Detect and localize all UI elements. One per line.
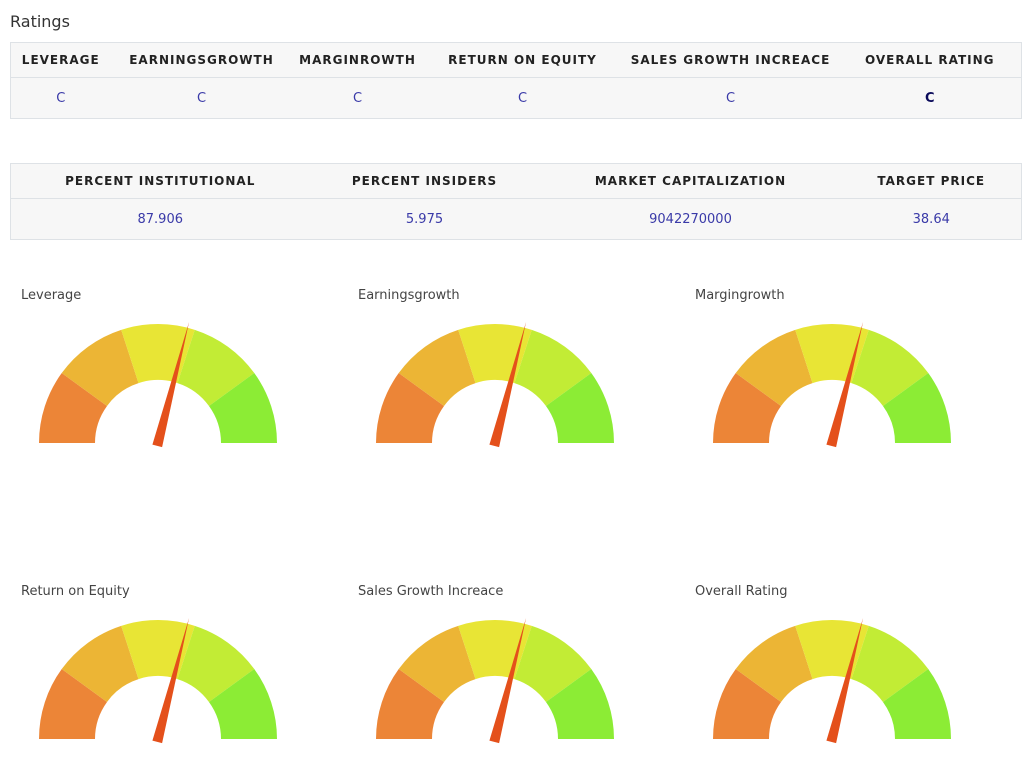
gauge-earningsgrowth: Earningsgrowth bbox=[347, 288, 647, 488]
gauge-label: Sales Growth Increace bbox=[358, 584, 504, 599]
gauge-segment bbox=[39, 669, 108, 739]
gauge-segment bbox=[177, 625, 255, 702]
gauge-dial bbox=[713, 617, 951, 744]
gauge-needle bbox=[489, 321, 527, 448]
gauge-segment bbox=[851, 329, 929, 406]
header-earningsgrowth: EARNINGSGROWTH bbox=[110, 42, 293, 78]
ratings-table: LEVERAGE EARNINGSGROWTH MARGINROWTH RETU… bbox=[10, 42, 1022, 119]
gauge-segment bbox=[398, 625, 476, 702]
gauge-sales-growth-increace: Sales Growth Increace bbox=[347, 584, 647, 784]
value-leverage: C bbox=[10, 77, 111, 119]
gauge-segment bbox=[208, 669, 277, 739]
gauge-segment bbox=[545, 373, 614, 443]
gauge-label: Leverage bbox=[21, 288, 82, 303]
stats-table: PERCENT INSTITUTIONAL PERCENT INSIDERS M… bbox=[10, 163, 1022, 240]
gauge-needle bbox=[152, 321, 190, 448]
gauge-label: Margingrowth bbox=[695, 288, 785, 303]
gauge-segment bbox=[39, 373, 108, 443]
gauge-segment bbox=[208, 373, 277, 443]
page-title: Ratings bbox=[10, 12, 70, 31]
header-return-on-equity: RETURN ON EQUITY bbox=[422, 42, 623, 78]
gauge-segment bbox=[514, 625, 592, 702]
gauge-label: Earningsgrowth bbox=[358, 288, 460, 303]
gauge-segment bbox=[713, 373, 782, 443]
value-return-on-equity: C bbox=[422, 77, 623, 119]
gauge-segment bbox=[376, 669, 445, 739]
value-target-price: 38.64 bbox=[841, 198, 1022, 240]
value-percent-institutional: 87.906 bbox=[10, 198, 310, 240]
gauge-segment bbox=[713, 669, 782, 739]
gauge-dial bbox=[39, 321, 277, 448]
header-sales-growth: SALES GROWTH INCREACE bbox=[622, 42, 839, 78]
gauge-segment bbox=[376, 373, 445, 443]
gauge-overall-rating: Overall Rating bbox=[684, 584, 984, 784]
gauge-needle bbox=[152, 617, 190, 744]
header-percent-institutional: PERCENT INSTITUTIONAL bbox=[10, 163, 310, 199]
gauge-dial bbox=[39, 617, 277, 744]
gauge-segment bbox=[882, 669, 951, 739]
gauge-segment bbox=[882, 373, 951, 443]
header-percent-insiders: PERCENT INSIDERS bbox=[309, 163, 540, 199]
gauge-dial bbox=[376, 617, 614, 744]
header-marginrowth: MARGINROWTH bbox=[292, 42, 423, 78]
gauge-segment bbox=[177, 329, 255, 406]
gauge-label: Overall Rating bbox=[695, 584, 788, 599]
header-market-capitalization: MARKET CAPITALIZATION bbox=[539, 163, 842, 199]
value-marginrowth: C bbox=[292, 77, 423, 119]
gauge-segment bbox=[735, 625, 813, 702]
ratings-value-row: C C C C C C bbox=[10, 77, 1022, 119]
stats-header-row: PERCENT INSTITUTIONAL PERCENT INSIDERS M… bbox=[10, 163, 1022, 199]
ratings-header-row: LEVERAGE EARNINGSGROWTH MARGINROWTH RETU… bbox=[10, 42, 1022, 78]
gauge-margingrowth: Margingrowth bbox=[684, 288, 984, 488]
value-sales-growth: C bbox=[622, 77, 839, 119]
header-overall-rating: OVERALL RATING bbox=[838, 42, 1022, 78]
gauge-dial bbox=[376, 321, 614, 448]
stats-value-row: 87.906 5.975 9042270000 38.64 bbox=[10, 198, 1022, 240]
value-earningsgrowth: C bbox=[110, 77, 293, 119]
gauge-leverage: Leverage bbox=[10, 288, 310, 488]
header-leverage: LEVERAGE bbox=[10, 42, 111, 78]
gauge-needle bbox=[826, 617, 864, 744]
gauge-segment bbox=[61, 329, 139, 406]
gauge-segment bbox=[514, 329, 592, 406]
gauge-segment bbox=[61, 625, 139, 702]
value-market-capitalization: 9042270000 bbox=[539, 198, 842, 240]
gauge-segment bbox=[851, 625, 929, 702]
gauge-label: Return on Equity bbox=[21, 584, 130, 599]
gauge-segment bbox=[545, 669, 614, 739]
value-percent-insiders: 5.975 bbox=[309, 198, 540, 240]
gauge-dial bbox=[713, 321, 951, 448]
gauge-segment bbox=[398, 329, 476, 406]
gauge-needle bbox=[826, 321, 864, 448]
header-target-price: TARGET PRICE bbox=[841, 163, 1022, 199]
value-overall-rating: C bbox=[838, 77, 1022, 119]
gauge-needle bbox=[489, 617, 527, 744]
gauge-segment bbox=[735, 329, 813, 406]
gauge-return-on-equity: Return on Equity bbox=[10, 584, 310, 784]
